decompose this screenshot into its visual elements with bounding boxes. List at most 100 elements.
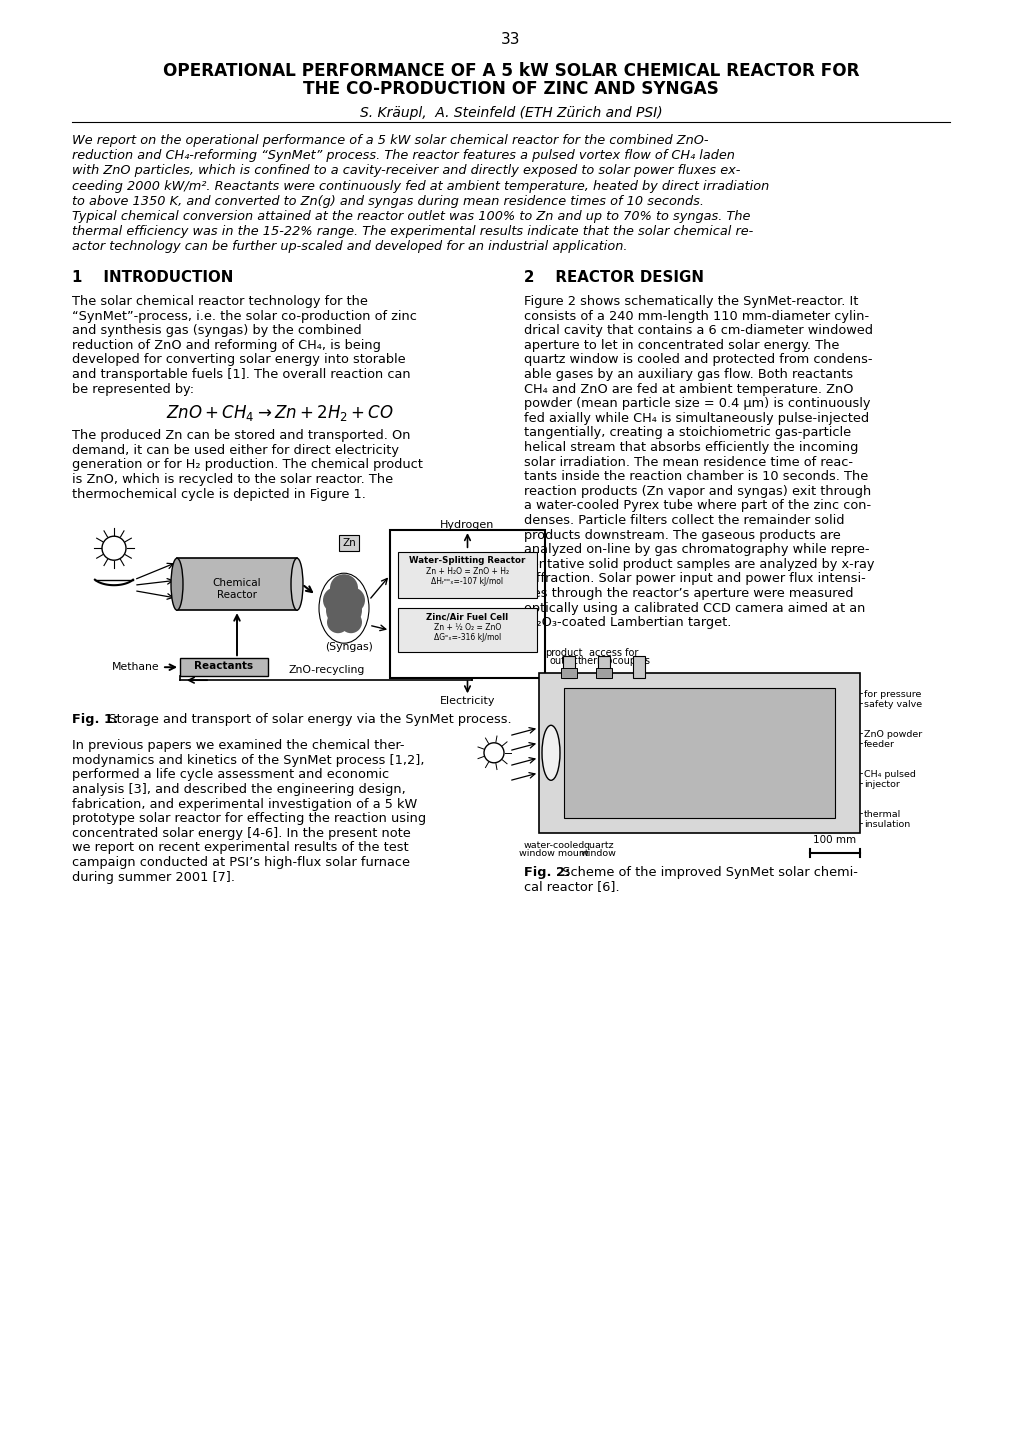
Text: and transportable fuels [1]. The overall reaction can: and transportable fuels [1]. The overall… — [72, 368, 411, 381]
Bar — [595, 668, 611, 678]
Text: denses. Particle filters collect the remainder solid: denses. Particle filters collect the rem… — [524, 514, 844, 527]
Text: feeder: feeder — [863, 740, 894, 749]
Text: Zinc/Air Fuel Cell: Zinc/Air Fuel Cell — [426, 612, 508, 620]
Bar — [564, 688, 835, 818]
Text: window: window — [581, 848, 616, 857]
Text: is ZnO, which is recycled to the solar reactor. The: is ZnO, which is recycled to the solar r… — [72, 473, 392, 486]
Text: Reactor: Reactor — [217, 590, 257, 600]
Text: window mount: window mount — [519, 848, 588, 857]
Text: Fig. 2:: Fig. 2: — [524, 866, 570, 879]
Text: demand, it can be used either for direct electricity: demand, it can be used either for direct… — [72, 444, 398, 457]
Text: Zn + ½ O₂ = ZnO: Zn + ½ O₂ = ZnO — [433, 623, 500, 632]
Circle shape — [484, 743, 503, 763]
Text: actor technology can be further up-scaled and developed for an industrial applic: actor technology can be further up-scale… — [72, 241, 627, 254]
Text: powder (mean particle size = 0.4 μm) is continuously: powder (mean particle size = 0.4 μm) is … — [524, 397, 869, 410]
Text: ZnO powder: ZnO powder — [863, 730, 921, 739]
Bar — [179, 658, 268, 677]
Text: thermochemical cycle is depicted in Figure 1.: thermochemical cycle is depicted in Figu… — [72, 488, 366, 501]
Text: Al₂O₃-coated Lambertian target.: Al₂O₃-coated Lambertian target. — [524, 616, 731, 629]
Text: Hydrogen: Hydrogen — [440, 519, 494, 530]
Text: aperture to let in concentrated solar energy. The: aperture to let in concentrated solar en… — [524, 339, 839, 352]
Text: product: product — [545, 648, 582, 658]
Text: be represented by:: be represented by: — [72, 382, 194, 395]
Text: during summer 2001 [7].: during summer 2001 [7]. — [72, 870, 234, 883]
Text: analysis [3], and described the engineering design,: analysis [3], and described the engineer… — [72, 784, 406, 797]
Text: The produced Zn can be stored and transported. On: The produced Zn can be stored and transp… — [72, 429, 410, 442]
Text: In previous papers we examined the chemical ther-: In previous papers we examined the chemi… — [72, 739, 405, 752]
Bar — [560, 668, 577, 678]
Text: generation or for H₂ production. The chemical product: generation or for H₂ production. The che… — [72, 459, 423, 472]
Text: able gases by an auxiliary gas flow. Both reactants: able gases by an auxiliary gas flow. Bot… — [524, 368, 852, 381]
Text: with ZnO particles, which is confined to a cavity-receiver and directly exposed : with ZnO particles, which is confined to… — [72, 165, 740, 177]
Text: Reactants: Reactants — [195, 661, 254, 671]
Ellipse shape — [290, 558, 303, 610]
Text: THE CO-PRODUCTION OF ZINC AND SYNGAS: THE CO-PRODUCTION OF ZINC AND SYNGAS — [303, 79, 718, 98]
Text: ceeding 2000 kW/m². Reactants were continuously fed at ambient temperature, heat: ceeding 2000 kW/m². Reactants were conti… — [72, 179, 768, 192]
Text: we report on recent experimental results of the test: we report on recent experimental results… — [72, 841, 409, 854]
Text: Scheme of the improved SynMet solar chemi-: Scheme of the improved SynMet solar chem… — [553, 866, 857, 879]
Bar — [562, 655, 575, 678]
Text: ZnO-recycling: ZnO-recycling — [287, 665, 364, 675]
Circle shape — [326, 592, 362, 628]
Circle shape — [330, 574, 358, 602]
Text: to above 1350 K, and converted to Zn(g) and syngas during mean residence times o: to above 1350 K, and converted to Zn(g) … — [72, 195, 703, 208]
Text: fabrication, and experimental investigation of a 5 kW: fabrication, and experimental investigat… — [72, 798, 417, 811]
Text: OPERATIONAL PERFORMANCE OF A 5 kW SOLAR CHEMICAL REACTOR FOR: OPERATIONAL PERFORMANCE OF A 5 kW SOLAR … — [163, 62, 858, 79]
Text: thermal efficiency was in the 15-22% range. The experimental results indicate th: thermal efficiency was in the 15-22% ran… — [72, 225, 752, 238]
Text: helical stream that absorbs efficiently the incoming: helical stream that absorbs efficiently … — [524, 442, 858, 455]
Ellipse shape — [541, 726, 559, 781]
Text: fed axially while CH₄ is simultaneously pulse-injected: fed axially while CH₄ is simultaneously … — [524, 411, 868, 424]
Bar — [597, 655, 609, 678]
Circle shape — [102, 537, 126, 560]
Text: quartz window is cooled and protected from condens-: quartz window is cooled and protected fr… — [524, 354, 871, 367]
Text: prototype solar reactor for effecting the reaction using: prototype solar reactor for effecting th… — [72, 812, 426, 825]
Text: Storage and transport of solar energy via the SynMet process.: Storage and transport of solar energy vi… — [100, 713, 512, 726]
Text: cal reactor [6].: cal reactor [6]. — [524, 880, 619, 893]
Text: outlet: outlet — [549, 655, 578, 665]
Text: CH₄ pulsed: CH₄ pulsed — [863, 769, 915, 779]
Text: sentative solid product samples are analyzed by x-ray: sentative solid product samples are anal… — [524, 558, 873, 571]
Text: safety valve: safety valve — [863, 700, 921, 709]
Text: Typical chemical conversion attained at the reactor outlet was 100% to Zn and up: Typical chemical conversion attained at … — [72, 211, 750, 224]
Text: S. Kräupl,  A. Steinfeld (ETH Zürich and PSI): S. Kräupl, A. Steinfeld (ETH Zürich and … — [360, 105, 661, 120]
Text: water-cooled: water-cooled — [523, 841, 584, 850]
Text: analyzed on-line by gas chromatography while repre-: analyzed on-line by gas chromatography w… — [524, 543, 868, 556]
Circle shape — [338, 587, 365, 613]
Text: “SynMet”-process, i.e. the solar co-production of zinc: “SynMet”-process, i.e. the solar co-prod… — [72, 310, 417, 323]
Text: insulation: insulation — [863, 820, 909, 828]
Text: thermocouples: thermocouples — [577, 655, 650, 665]
Text: Water-Splitting Reactor: Water-Splitting Reactor — [409, 556, 525, 566]
Text: We report on the operational performance of a 5 kW solar chemical reactor for th: We report on the operational performance… — [72, 134, 708, 147]
Text: tants inside the reaction chamber is 10 seconds. The: tants inside the reaction chamber is 10 … — [524, 470, 867, 483]
Text: campaign conducted at PSI’s high-flux solar furnace: campaign conducted at PSI’s high-flux so… — [72, 856, 410, 869]
Text: diffraction. Solar power input and power flux intensi-: diffraction. Solar power input and power… — [524, 573, 865, 586]
Text: reduction of ZnO and reforming of CH₄, is being: reduction of ZnO and reforming of CH₄, i… — [72, 339, 380, 352]
Text: Fig. 1:: Fig. 1: — [72, 713, 118, 726]
Circle shape — [339, 612, 362, 633]
Text: (Syngas): (Syngas) — [325, 642, 373, 652]
Text: ties through the reactor’s aperture were measured: ties through the reactor’s aperture were… — [524, 587, 853, 600]
Bar — [177, 558, 297, 610]
Text: a water-cooled Pyrex tube where part of the zinc con-: a water-cooled Pyrex tube where part of … — [524, 499, 870, 512]
Text: modynamics and kinetics of the SynMet process [1,2],: modynamics and kinetics of the SynMet pr… — [72, 753, 424, 766]
Text: The solar chemical reactor technology for the: The solar chemical reactor technology fo… — [72, 294, 368, 307]
Text: tangentially, creating a stoichiometric gas-particle: tangentially, creating a stoichiometric … — [524, 426, 850, 440]
Text: 2    REACTOR DESIGN: 2 REACTOR DESIGN — [524, 270, 703, 286]
Text: performed a life cycle assessment and economic: performed a life cycle assessment and ec… — [72, 769, 388, 782]
Text: drical cavity that contains a 6 cm-diameter windowed: drical cavity that contains a 6 cm-diame… — [524, 325, 872, 338]
Text: Zn + H₂O = ZnO + H₂: Zn + H₂O = ZnO + H₂ — [426, 567, 508, 576]
Text: optically using a calibrated CCD camera aimed at an: optically using a calibrated CCD camera … — [524, 602, 864, 615]
Bar — [397, 553, 536, 599]
Bar — [389, 530, 544, 678]
Text: consists of a 240 mm-length 110 mm-diameter cylin-: consists of a 240 mm-length 110 mm-diame… — [524, 310, 868, 323]
Text: products downstream. The gaseous products are: products downstream. The gaseous product… — [524, 528, 840, 541]
Text: ΔGᵒₓ=-316 kJ/mol: ΔGᵒₓ=-316 kJ/mol — [433, 633, 500, 642]
Text: 33: 33 — [500, 32, 521, 48]
Circle shape — [323, 587, 348, 613]
Ellipse shape — [171, 558, 182, 610]
Text: access for: access for — [589, 648, 638, 658]
Text: Electricity: Electricity — [439, 696, 495, 706]
Text: Zn: Zn — [341, 538, 356, 548]
Bar — [633, 655, 644, 678]
Text: concentrated solar energy [4-6]. In the present note: concentrated solar energy [4-6]. In the … — [72, 827, 411, 840]
